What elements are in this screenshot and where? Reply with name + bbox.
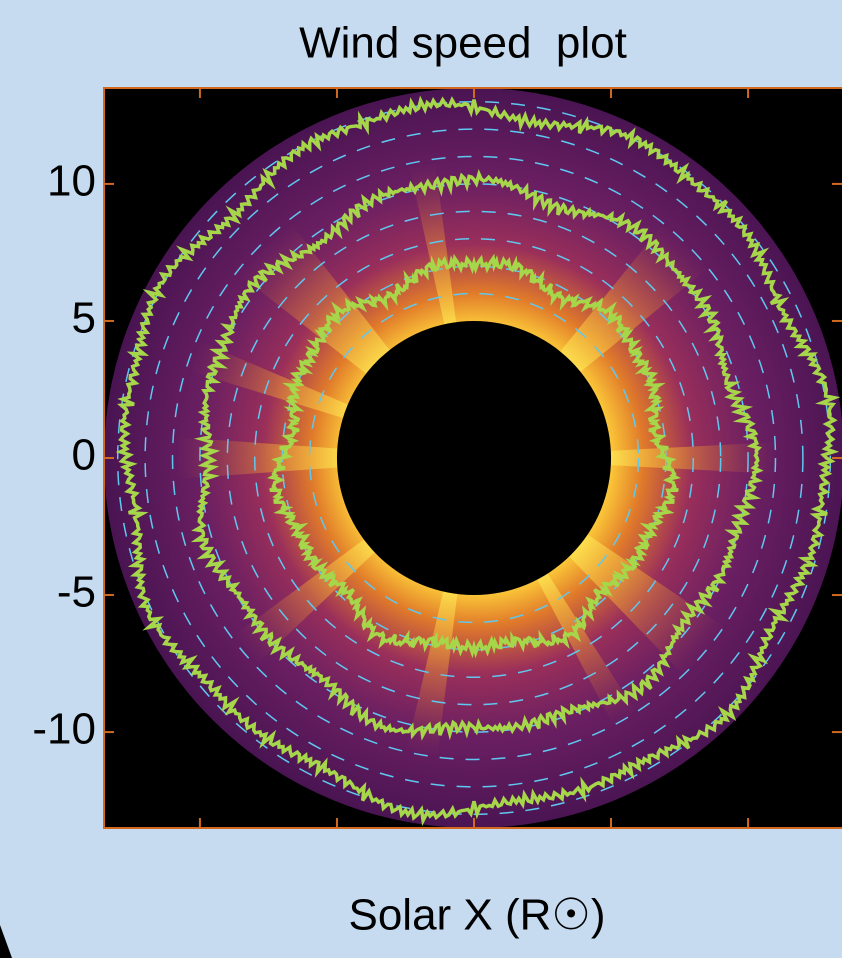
x-axis-label: Solar X (R☉) — [348, 891, 605, 940]
chart: Wind speed plot Solar X (R☉) 10 5 0 -5 -10 — [0, 0, 842, 958]
y-tick-label: -5 — [57, 568, 96, 617]
y-tick-label: 5 — [72, 294, 96, 343]
y-tick-label: 0 — [72, 431, 96, 480]
occulter — [337, 321, 611, 595]
plot-area — [104, 88, 842, 828]
page: Wind speed plot Solar X (R☉) 1050-5-10 (… — [0, 0, 842, 958]
y-tick-label: -10 — [32, 705, 96, 754]
chart-title: Wind speed plot — [299, 19, 627, 68]
y-tick-label: 10 — [47, 157, 96, 206]
corner — [0, 925, 12, 958]
